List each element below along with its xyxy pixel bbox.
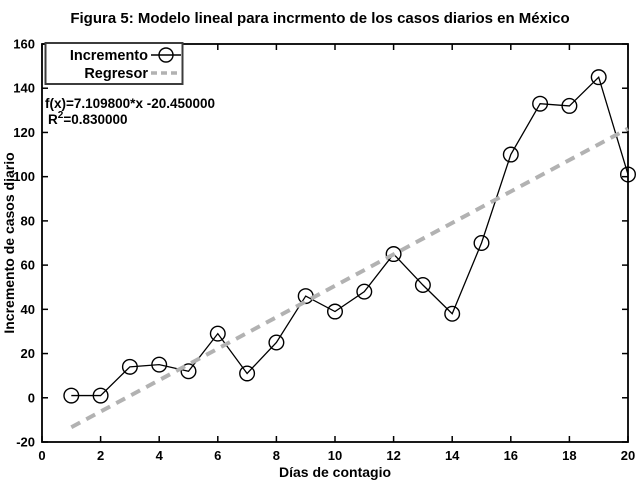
data-point bbox=[151, 356, 168, 373]
axes: 0 2 4 6 8 10 12 14 16 18 20-2002040608010012014016… bbox=[13, 37, 635, 464]
data-point bbox=[92, 387, 109, 404]
data-point bbox=[385, 246, 402, 263]
equation-text: f(x)=7.109800*x -20.450000 bbox=[45, 96, 215, 111]
data-point bbox=[209, 325, 226, 342]
data-point bbox=[532, 95, 549, 112]
x-axis-label: Días de contagio bbox=[279, 464, 391, 480]
x-tick-label: 0 bbox=[38, 448, 45, 463]
x-tick-label: 12 bbox=[386, 448, 400, 463]
data-point bbox=[473, 234, 490, 251]
x-tick-label: 10 bbox=[328, 448, 342, 463]
data-point bbox=[268, 334, 285, 351]
legend-label-regresor: Regresor bbox=[84, 66, 148, 82]
y-tick-label: 160 bbox=[13, 37, 35, 52]
data-point bbox=[502, 146, 519, 163]
data-point bbox=[239, 365, 256, 382]
x-tick-label: 18 bbox=[562, 448, 576, 463]
x-tick-label: 16 bbox=[504, 448, 518, 463]
legend: Incremento Regresor bbox=[44, 42, 184, 85]
data-point bbox=[444, 305, 461, 322]
y-tick-label: 120 bbox=[13, 125, 35, 140]
data-point bbox=[121, 358, 138, 375]
series-layer bbox=[63, 69, 637, 430]
x-tick-label: 14 bbox=[445, 448, 460, 463]
r-squared-base: R bbox=[48, 112, 58, 127]
legend-box bbox=[44, 42, 184, 85]
x-tick-label: 2 bbox=[97, 448, 104, 463]
y-tick-label: 40 bbox=[21, 302, 35, 317]
x-tick-label: 20 bbox=[621, 448, 635, 463]
chart-title: Figura 5: Modelo lineal para incrmento d… bbox=[70, 10, 569, 27]
data-point bbox=[327, 303, 344, 320]
y-tick-label: 60 bbox=[21, 258, 35, 273]
r-squared-rest: =0.830000 bbox=[63, 112, 127, 127]
x-tick-label: 6 bbox=[214, 448, 221, 463]
y-tick-label: 140 bbox=[13, 81, 35, 96]
r-squared-sup: 2 bbox=[58, 110, 64, 121]
data-point bbox=[63, 387, 80, 404]
legend-incremento-circle-marker bbox=[158, 47, 174, 63]
regresor-line bbox=[70, 126, 629, 430]
legend-label-incremento: Incremento bbox=[70, 48, 148, 64]
y-tick-label: 20 bbox=[21, 346, 35, 361]
x-tick-label: 4 bbox=[156, 448, 164, 463]
y-tick-label: 100 bbox=[13, 169, 35, 184]
data-point bbox=[180, 363, 197, 380]
y-tick-label: -20 bbox=[16, 435, 35, 450]
r-squared-text: R2=0.830000 bbox=[48, 110, 128, 127]
data-point bbox=[356, 283, 373, 300]
y-axis-label: Incremento de casos diario bbox=[1, 152, 17, 333]
y-tick-label: 0 bbox=[28, 390, 35, 405]
y-tick-label: 80 bbox=[21, 213, 35, 228]
data-point bbox=[620, 166, 637, 183]
x-tick-label: 8 bbox=[273, 448, 280, 463]
data-point bbox=[561, 97, 578, 114]
data-point bbox=[590, 69, 607, 86]
data-point bbox=[414, 277, 431, 294]
incremento-line bbox=[71, 75, 629, 397]
